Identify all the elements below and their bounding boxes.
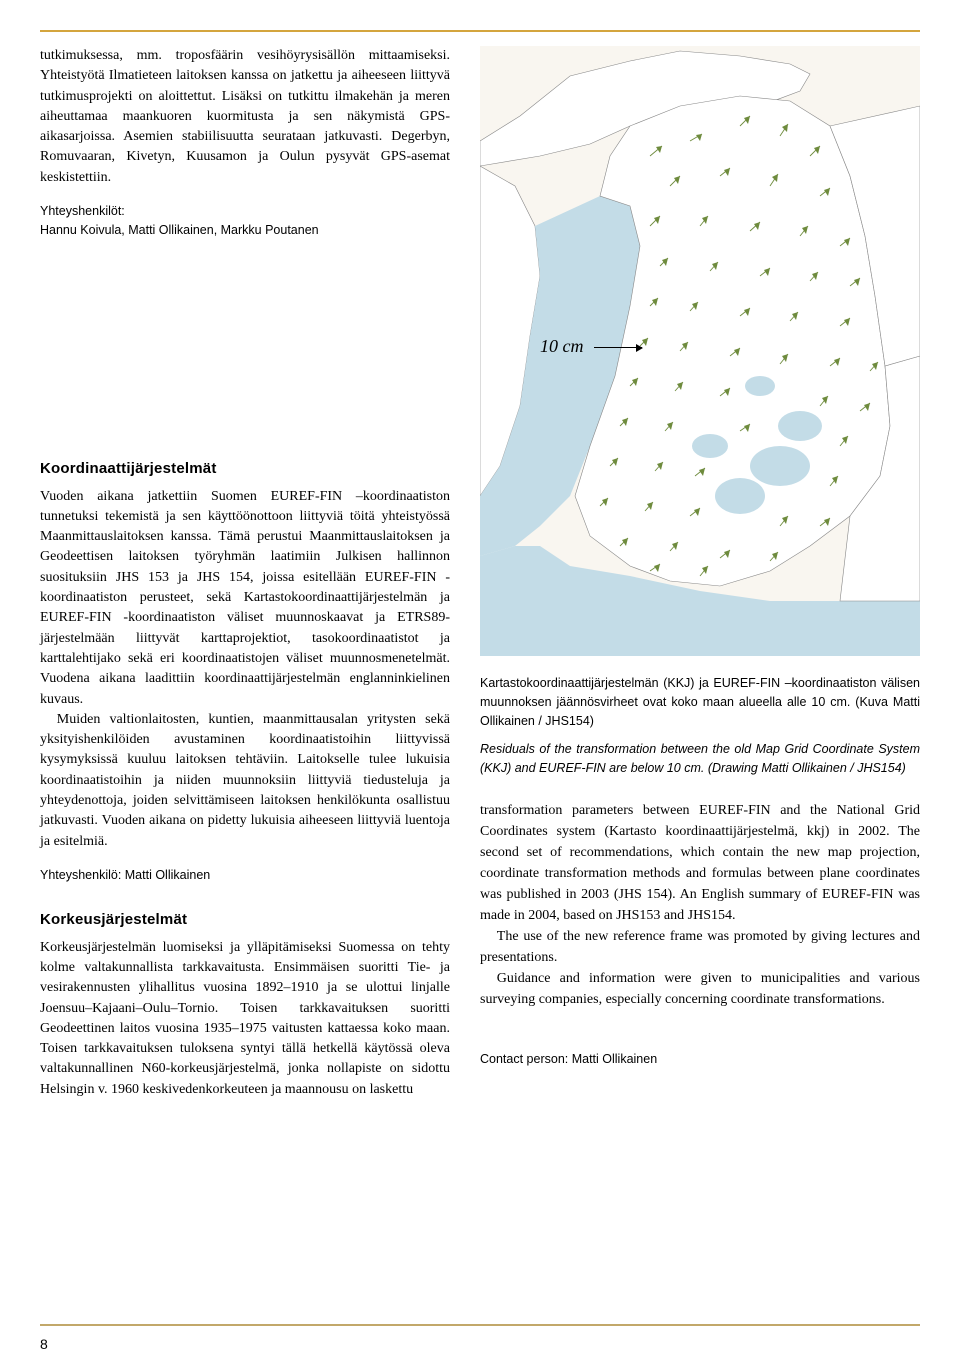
lake xyxy=(745,376,775,396)
bottom-rule xyxy=(40,1324,920,1326)
map-caption-fi: Kartastokoordinaattijärjestelmän (KKJ) j… xyxy=(480,674,920,730)
contact-block-right: Contact person: Matti Ollikainen xyxy=(480,1050,920,1069)
finland-map: 10 cm xyxy=(480,46,920,656)
lake xyxy=(692,434,728,458)
contact-block-1: Yhteyshenkilöt: Hannu Koivula, Matti Oll… xyxy=(40,202,450,240)
koord-p1: Vuoden aikana jatkettiin Suomen EUREF-FI… xyxy=(40,487,450,710)
page-number: 8 xyxy=(40,1336,48,1352)
map-caption-en: Residuals of the transformation between … xyxy=(480,740,920,778)
lake xyxy=(778,411,822,441)
lake xyxy=(715,478,765,514)
contact-names: Hannu Koivula, Matti Ollikainen, Markku … xyxy=(40,221,450,240)
spacer xyxy=(40,254,450,434)
map-scale-label: 10 cm xyxy=(540,336,642,357)
lake xyxy=(750,446,810,486)
intro-paragraph: tutkimuksessa, mm. troposfäärin vesihöyr… xyxy=(40,46,450,188)
content-area: tutkimuksessa, mm. troposfäärin vesihöyr… xyxy=(40,46,920,1100)
right-body-p2: The use of the new reference frame was p… xyxy=(480,926,920,968)
section-title-koordinaatti: Koordinaattijärjestelmät xyxy=(40,460,450,477)
koord-p2: Muiden valtionlaitosten, kuntien, maanmi… xyxy=(40,710,450,852)
top-rule xyxy=(40,30,920,32)
korkeus-p1: Korkeusjärjestelmän luomiseksi ja ylläpi… xyxy=(40,938,450,1100)
right-body-p1: transformation parameters between EUREF-… xyxy=(480,800,920,926)
scale-arrow-icon xyxy=(594,347,642,348)
section-title-korkeus: Korkeusjärjestelmät xyxy=(40,911,450,928)
left-column: tutkimuksessa, mm. troposfäärin vesihöyr… xyxy=(40,46,450,1100)
right-column: 10 cm Kartastokoordinaattijärjestelmän (… xyxy=(480,46,920,1100)
contact-block-2: Yhteyshenkilö: Matti Ollikainen xyxy=(40,866,450,885)
right-body-p3: Guidance and information were given to m… xyxy=(480,968,920,1010)
scale-text: 10 cm xyxy=(540,336,584,356)
contact-label: Yhteyshenkilöt: xyxy=(40,202,450,221)
